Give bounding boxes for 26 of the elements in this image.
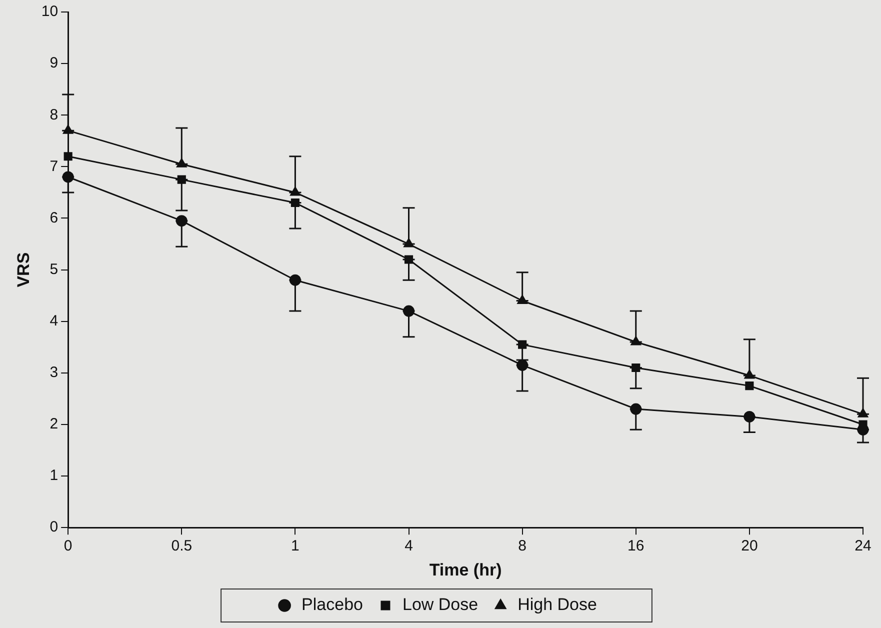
x-tick-label: 24 (854, 538, 872, 555)
y-tick-label: 2 (50, 416, 58, 433)
y-tick-label: 3 (50, 364, 58, 382)
x-tick-label: 0.5 (171, 538, 192, 555)
x-tick-label: 20 (741, 538, 758, 555)
y-tick-label: 8 (50, 106, 58, 124)
x-tick-label: 0 (64, 538, 72, 555)
legend-label: Low Dose (402, 595, 478, 614)
y-tick-label: 10 (41, 3, 58, 20)
x-tick-label: 16 (628, 538, 644, 555)
point (745, 382, 754, 390)
point (64, 152, 72, 161)
x-tick-label: 1 (291, 538, 300, 555)
y-axis-title: VRS (14, 252, 33, 288)
y-tick-label: 9 (50, 54, 58, 72)
y-tick-label: 5 (50, 260, 58, 278)
y-tick-label: 1 (50, 467, 58, 484)
legend-label: Placebo (302, 595, 363, 614)
x-axis-title: Time (hr) (429, 560, 502, 580)
legend-label: High Dose (518, 595, 597, 614)
x-tick-label: 4 (404, 538, 413, 555)
y-tick-label: 6 (50, 209, 58, 226)
y-tick-label: 7 (50, 158, 58, 175)
x-tick-label: 8 (518, 538, 526, 555)
y-tick-label: 0 (50, 518, 58, 536)
y-tick-label: 4 (50, 312, 58, 330)
